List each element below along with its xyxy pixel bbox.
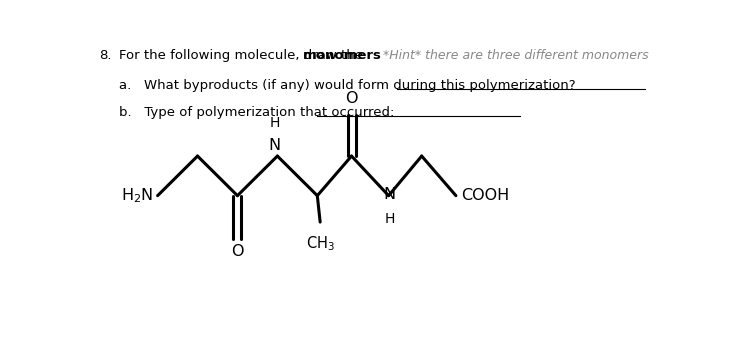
Text: 8.: 8.	[99, 49, 111, 62]
Text: For the following molecule, draw the: For the following molecule, draw the	[119, 49, 367, 62]
Text: monomers: monomers	[303, 49, 382, 62]
Text: COOH: COOH	[461, 188, 509, 203]
Text: H$_2$N: H$_2$N	[121, 186, 154, 205]
Text: b.   Type of polymerization that occurred:: b. Type of polymerization that occurred:	[119, 106, 394, 119]
Text: N: N	[269, 139, 280, 153]
Text: CH$_3$: CH$_3$	[305, 234, 335, 252]
Text: O: O	[231, 244, 244, 259]
Text: *Hint* there are three different monomers: *Hint* there are three different monomer…	[383, 49, 648, 62]
Text: N: N	[383, 187, 396, 202]
Text: H: H	[385, 212, 395, 226]
Text: O: O	[345, 91, 358, 106]
Text: a.   What byproducts (if any) would form during this polymerization?: a. What byproducts (if any) would form d…	[119, 80, 576, 93]
Text: H: H	[269, 116, 280, 130]
